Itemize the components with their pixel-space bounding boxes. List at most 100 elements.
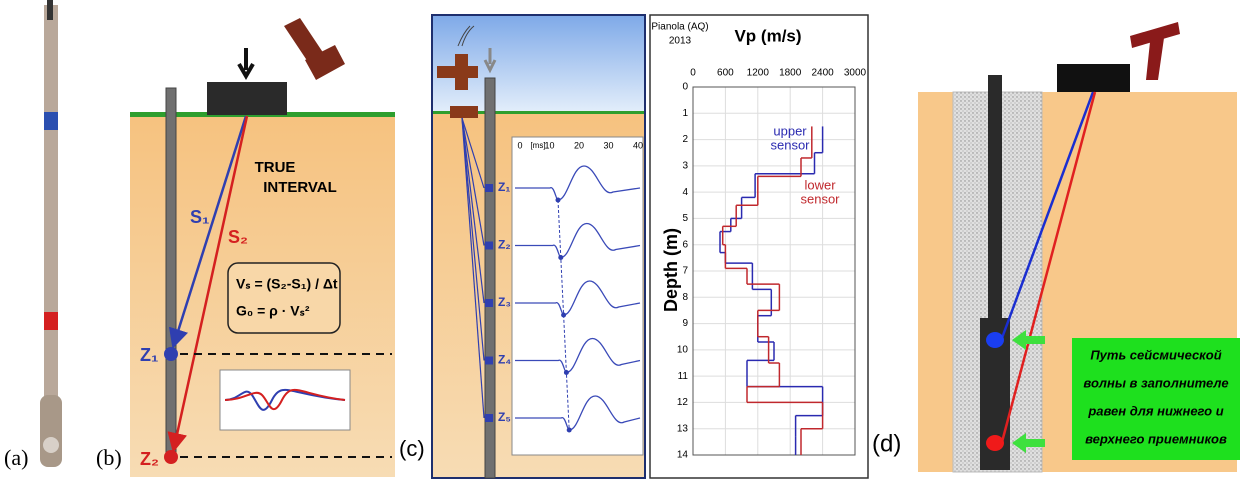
x-tick-label: 1200 (747, 68, 770, 79)
arrow (1012, 330, 1045, 350)
trace (515, 337, 641, 374)
probe-tip (40, 395, 62, 467)
waveform-box (511, 136, 644, 456)
ray (1000, 91, 1097, 443)
tick-label: 40 (633, 140, 643, 150)
formula: Vₛ = (S₂-S₁) / Δt (236, 276, 338, 292)
label: Z₁ (140, 345, 158, 365)
y-tick-label: 8 (682, 292, 688, 303)
year: 2013 (669, 36, 692, 47)
legend-label: upper (773, 123, 807, 138)
panel-label: (a) (4, 445, 28, 470)
legend-label: sensor (770, 137, 810, 152)
hammer (437, 54, 478, 118)
site: Pianola (AQ) (651, 22, 708, 33)
receiver (986, 435, 1004, 451)
x-tick-label: 0 (690, 68, 696, 79)
cable (47, 0, 53, 20)
frame (649, 14, 869, 479)
panel-a: (a) (4, 0, 62, 470)
note-box (1072, 338, 1240, 460)
trace (515, 165, 641, 201)
panel-b: TRUE INTERVAL S₁ S₂ Vₛ = (S₂-S₁) / Δt G₀… (96, 18, 395, 477)
pick-line (557, 199, 570, 431)
rays: Z₁ Z₂ Z₃ Z₄ Z₅ (461, 117, 511, 424)
plate (207, 82, 287, 115)
borehole (165, 87, 177, 461)
trace (224, 388, 346, 411)
x-tick-label: 600 (717, 68, 734, 79)
trace (515, 395, 641, 431)
receiver-label: Z₄ (498, 353, 511, 367)
y-tick-label: 3 (682, 160, 688, 171)
label: Z₂ (140, 449, 159, 469)
arrow (237, 48, 255, 80)
ray (1000, 91, 1095, 339)
receiver (164, 347, 178, 361)
hammer (284, 18, 345, 80)
chart-title: Vp (m/s) (734, 26, 801, 45)
plate (1057, 64, 1130, 92)
vp-chart: Pianola (AQ) 2013 Vp (m/s) Depth (m) 0 60… (649, 14, 869, 479)
receiver (986, 332, 1004, 348)
caption: TRUE (255, 159, 296, 176)
ray (461, 117, 485, 304)
label: S₁ (190, 207, 209, 227)
tick-label: 0 (517, 140, 522, 150)
x-tick-label: 3000 (844, 68, 867, 79)
y-tick-label: 11 (678, 371, 689, 382)
band (44, 112, 58, 130)
y-tick-label: 5 (682, 213, 688, 224)
plot-area (692, 86, 856, 456)
arrow (1012, 433, 1045, 453)
panel-d: Путь сейсмической волны в заполнителе ра… (872, 22, 1240, 473)
arrow (483, 48, 497, 74)
y-tick-label: 10 (677, 344, 689, 355)
y-tick-label: 13 (677, 423, 689, 434)
formula: G₀ = ρ · Vₛ² (236, 303, 310, 319)
panel-label: (c) (399, 436, 425, 461)
label: S₂ (228, 227, 248, 247)
y-tick-label: 1 (682, 108, 688, 119)
trace (515, 280, 641, 316)
receiver (164, 450, 178, 464)
note: волны в заполнителе (1083, 375, 1228, 390)
tick-label: 20 (574, 140, 584, 150)
ray (461, 117, 485, 361)
cable (457, 25, 475, 47)
ray (461, 117, 485, 419)
legend-label: lower (804, 177, 836, 192)
receiver-label: Z₅ (498, 410, 511, 424)
receiver (485, 241, 493, 250)
waveforms: 0 10 20 30 40 [ms] (515, 140, 643, 433)
probe (44, 5, 58, 405)
receiver-label: Z₁ (498, 180, 510, 194)
y-tick-label: 12 (677, 397, 689, 408)
x-tick-label: 1800 (779, 68, 802, 79)
tick-label: 10 (544, 140, 554, 150)
y-tick-label: 0 (682, 82, 688, 93)
receiver (485, 356, 493, 365)
x-tick-label: 2400 (811, 68, 834, 79)
y-tick-label: 9 (682, 318, 688, 329)
receiver (485, 414, 493, 422)
unit: [ms] (530, 141, 545, 150)
panel-c: Z₁ Z₂ Z₃ Z₄ Z₅ 0 10 20 30 40 [ms] (c) (399, 14, 646, 479)
panel-label: (d) (872, 430, 901, 457)
tick-label: 30 (603, 140, 613, 150)
band (44, 312, 58, 330)
frame (431, 14, 646, 479)
note: Путь сейсмической (1090, 347, 1221, 362)
borehole (484, 77, 496, 479)
surface (432, 111, 645, 114)
receiver (485, 299, 493, 307)
y-tick-label: 14 (677, 450, 689, 461)
trace (224, 388, 346, 411)
hammer (1130, 22, 1180, 80)
caption: INTERVAL (263, 179, 337, 196)
borehole (988, 75, 1002, 320)
inset (219, 369, 351, 431)
ray (168, 115, 248, 349)
formula-box (227, 262, 341, 334)
